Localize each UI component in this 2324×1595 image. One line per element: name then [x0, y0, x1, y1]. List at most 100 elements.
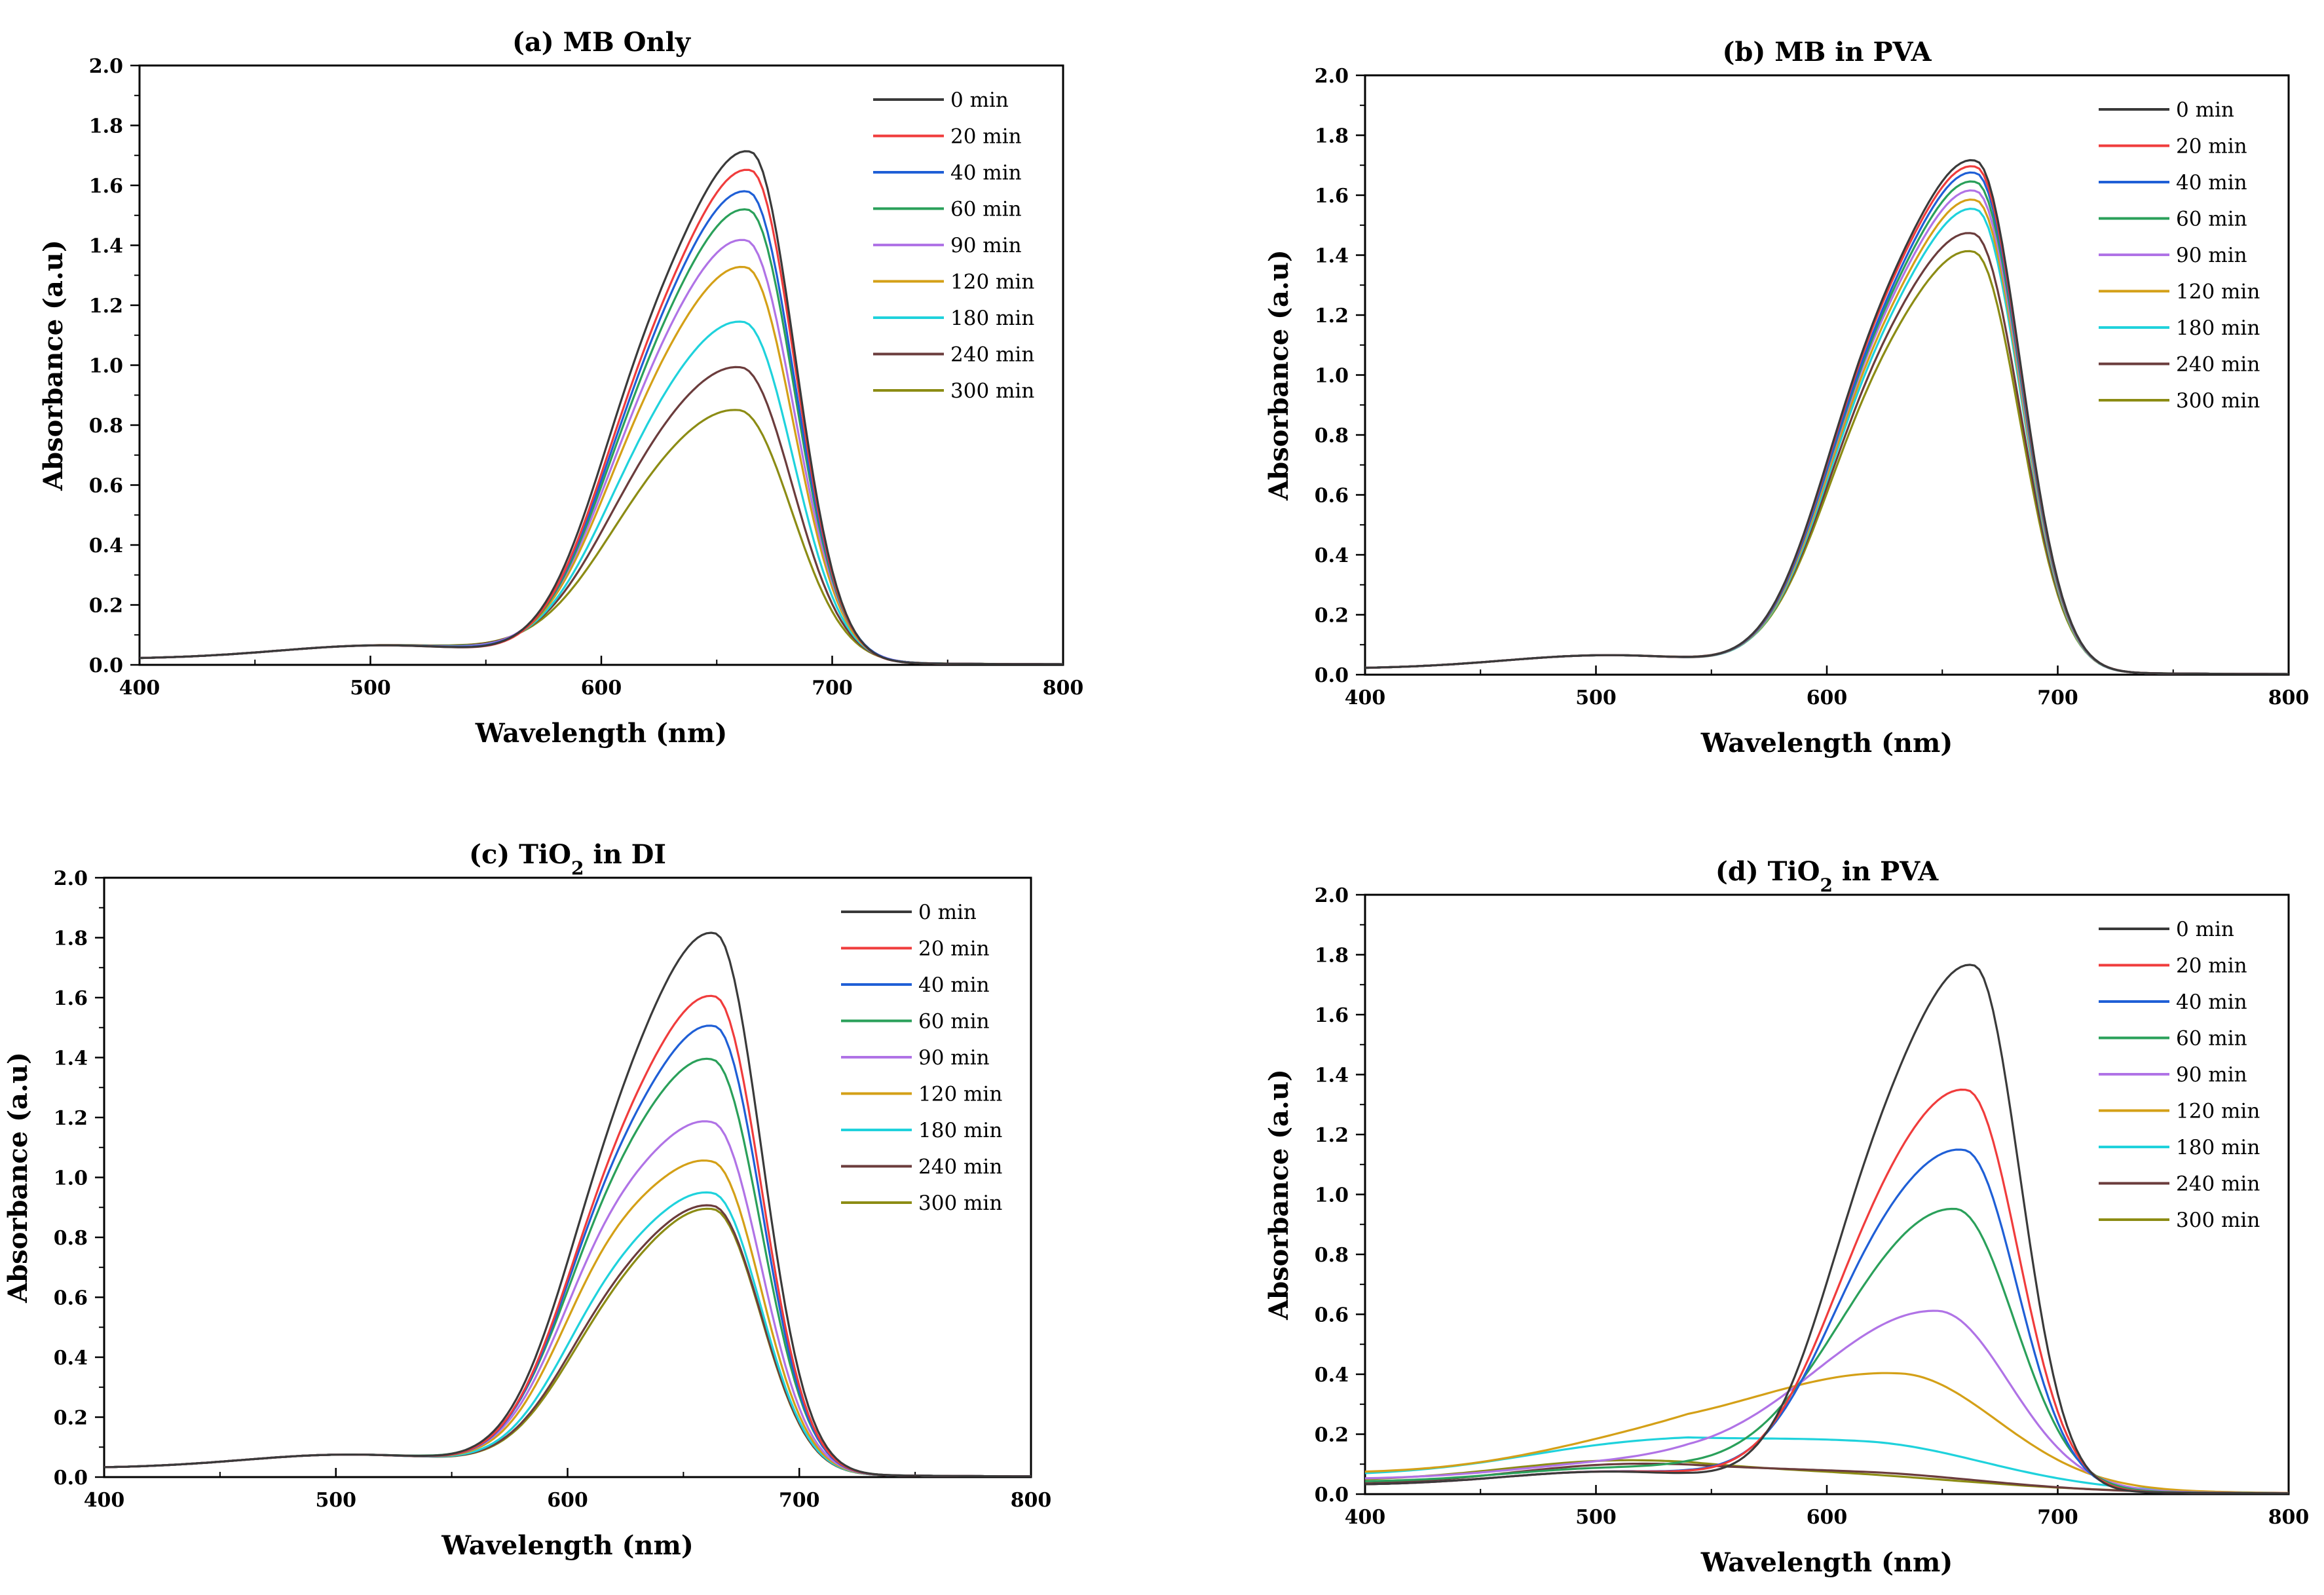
- y-tick-label: 0.6: [89, 475, 123, 498]
- series-line: [140, 238, 1063, 665]
- legend-label: 180 min: [2176, 316, 2260, 340]
- y-tick-label: 1.6: [89, 175, 123, 198]
- x-axis-label: Wavelength (nm): [441, 1530, 694, 1561]
- legend-label: 90 min: [2176, 1063, 2247, 1087]
- chart-d-svg: (d) TiO2 in PVA 400 500 600 700 800 0.0 0.2 0.4 0…: [1264, 856, 2310, 1578]
- series-line: [104, 994, 1031, 1477]
- legend-label: 20 min: [2176, 135, 2247, 159]
- y-tick-label: 0.0: [89, 654, 123, 677]
- x-tick-label: 400: [1345, 1506, 1386, 1529]
- y-tick-label: 1.8: [89, 115, 123, 138]
- x-tick-label: 800: [1043, 677, 1084, 700]
- series-line: [1365, 964, 2289, 1494]
- series-line: [1365, 1372, 2289, 1494]
- legend-label: 120 min: [2176, 1100, 2260, 1123]
- series-line: [1365, 1309, 2289, 1494]
- y-tick-label: 0.6: [54, 1287, 88, 1310]
- series-line: [104, 1159, 1031, 1477]
- legend-label: 60 min: [950, 198, 1022, 221]
- y-tick-label: 0.6: [1315, 485, 1349, 508]
- x-tick-label: 700: [2037, 686, 2078, 709]
- y-tick-label: 1.0: [89, 355, 123, 378]
- series-line: [1365, 171, 2289, 675]
- y-tick-label: 1.2: [89, 295, 123, 318]
- series-line: [140, 208, 1063, 665]
- chart-title: (c) TiO2 in DI: [469, 839, 666, 879]
- x-tick-label: 500: [1575, 686, 1617, 709]
- y-tick-label: 1.2: [1315, 305, 1349, 328]
- series-line: [140, 150, 1063, 665]
- legend-label: 180 min: [918, 1119, 1002, 1142]
- legend-label: 40 min: [2176, 171, 2247, 195]
- y-tick-label: 0.4: [54, 1347, 88, 1370]
- y-axis-label: Absorbance (a.u): [3, 1052, 33, 1304]
- series-line: [1365, 165, 2289, 675]
- y-tick-label: 0.0: [54, 1467, 88, 1490]
- series-line: [1365, 1207, 2289, 1494]
- series-line: [140, 366, 1063, 665]
- legend-label: 40 min: [950, 161, 1022, 185]
- legend-label: 0 min: [918, 901, 977, 924]
- y-axis-label: Absorbance (a.u): [38, 240, 69, 491]
- y-tick-label: 0.8: [54, 1227, 88, 1250]
- y-tick-label: 1.0: [1315, 1184, 1349, 1207]
- chart-c-svg: (c) TiO2 in DI 400 500 600 700 800 0.0 0.2 0.4 0.…: [3, 839, 1052, 1561]
- chart-title: (b) MB in PVA: [1722, 37, 1932, 67]
- series-line: [104, 1207, 1031, 1477]
- x-tick-label: 800: [2268, 1506, 2310, 1529]
- y-tick-label: 1.2: [1315, 1124, 1349, 1147]
- y-tick-label: 0.4: [1315, 1364, 1349, 1387]
- x-tick-label: 400: [119, 677, 160, 700]
- legend-label: 120 min: [950, 271, 1034, 294]
- y-tick-label: 1.4: [1315, 245, 1349, 268]
- x-tick-label: 500: [350, 677, 391, 700]
- x-tick-label: 600: [1807, 1506, 1848, 1529]
- legend-label: 240 min: [950, 343, 1034, 367]
- x-tick-label: 400: [1345, 686, 1386, 709]
- legend-label: 40 min: [2176, 990, 2247, 1014]
- series-line: [1365, 159, 2289, 675]
- plot-frame: [103, 876, 1032, 1478]
- chart-title: (d) TiO2 in PVA: [1715, 856, 1939, 896]
- legend-label: 40 min: [918, 973, 990, 997]
- y-axis-label: Absorbance (a.u): [1264, 1069, 1294, 1321]
- series-line: [1365, 232, 2289, 675]
- y-tick-label: 1.4: [54, 1047, 88, 1070]
- x-tick-label: 800: [1011, 1489, 1052, 1512]
- chart-title: (a) MB Only: [512, 27, 692, 58]
- legend-label: 0 min: [2176, 918, 2234, 941]
- y-tick-label: 2.0: [54, 867, 88, 890]
- x-tick-label: 500: [1575, 1506, 1617, 1529]
- y-tick-label: 2.0: [1315, 884, 1349, 907]
- y-tick-label: 0.2: [89, 595, 123, 618]
- y-tick-label: 1.0: [54, 1167, 88, 1190]
- legend-label: 300 min: [2176, 389, 2260, 413]
- y-tick-label: 2.0: [1315, 65, 1349, 88]
- y-tick-label: 1.4: [1315, 1064, 1349, 1087]
- legend-label: 240 min: [2176, 1173, 2260, 1196]
- y-tick-label: 1.0: [1315, 365, 1349, 388]
- chart-panel-c: (c) TiO2 in DI 400 500 600 700 800 0.0 0.2 0.4 0.…: [0, 798, 1162, 1595]
- x-tick-label: 700: [812, 677, 853, 700]
- x-tick-label: 600: [581, 677, 622, 700]
- legend-label: 20 min: [950, 125, 1022, 149]
- y-tick-label: 0.4: [89, 535, 123, 557]
- series-line: [104, 1204, 1031, 1477]
- legend-label: 120 min: [2176, 280, 2260, 304]
- plot-frame: [1364, 74, 2290, 676]
- x-tick-label: 600: [547, 1489, 588, 1512]
- plot-frame: [138, 64, 1064, 666]
- legend-label: 300 min: [918, 1192, 1002, 1215]
- y-tick-label: 0.0: [1315, 664, 1349, 687]
- y-tick-label: 0.2: [54, 1407, 88, 1430]
- y-tick-label: 0.2: [1315, 1424, 1349, 1447]
- legend-label: 60 min: [2176, 1027, 2247, 1051]
- x-axis-label: Wavelength (nm): [1700, 728, 1953, 759]
- series-line: [1365, 208, 2289, 675]
- y-tick-label: 1.8: [54, 928, 88, 950]
- legend-label: 90 min: [950, 234, 1022, 257]
- series-line: [1365, 1148, 2289, 1494]
- chart-panel-d: (d) TiO2 in PVA 400 500 600 700 800 0.0 0.2 0.4 0…: [1162, 798, 2324, 1595]
- y-tick-label: 1.4: [89, 235, 123, 258]
- y-tick-label: 1.6: [54, 987, 88, 1010]
